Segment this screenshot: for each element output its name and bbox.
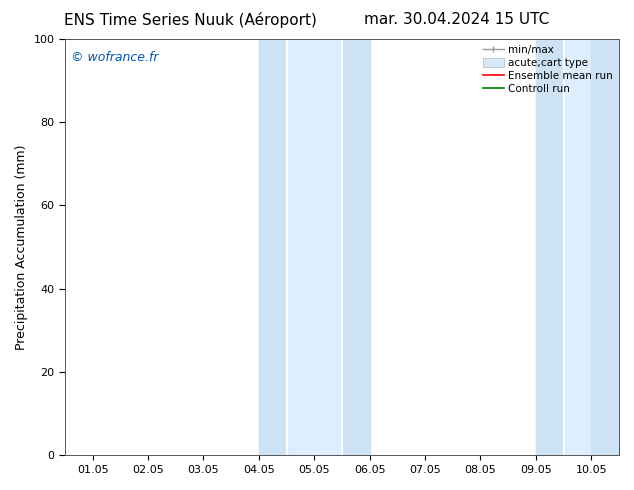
Bar [592, 39, 619, 455]
Bar [342, 39, 370, 455]
Bar [536, 39, 564, 455]
Y-axis label: Precipitation Accumulation (mm): Precipitation Accumulation (mm) [15, 144, 28, 350]
Bar [536, 39, 619, 455]
Bar [259, 39, 287, 455]
Text: © wofrance.fr: © wofrance.fr [70, 51, 158, 64]
Legend: min/max, acute;cart type, Ensemble mean run, Controll run: min/max, acute;cart type, Ensemble mean … [479, 41, 617, 98]
Text: mar. 30.04.2024 15 UTC: mar. 30.04.2024 15 UTC [364, 12, 549, 27]
Bar [259, 39, 370, 455]
Text: ENS Time Series Nuuk (Aéroport): ENS Time Series Nuuk (Aéroport) [64, 12, 316, 28]
